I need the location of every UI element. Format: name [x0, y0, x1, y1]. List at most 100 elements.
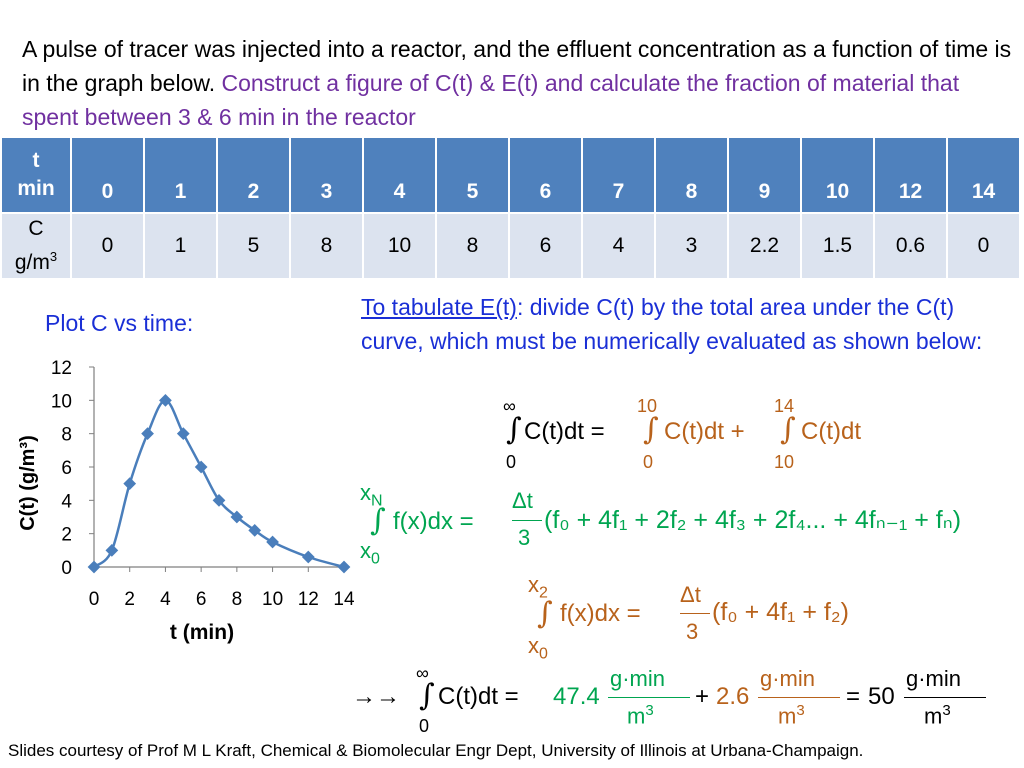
data-point	[212, 493, 226, 507]
equals-sign: =	[846, 683, 861, 710]
unit-numerator: g·min	[760, 666, 816, 691]
problem-task: Construct a figure of C(t) & E(t) and ca…	[22, 70, 960, 130]
limit-upper-infinity: ∞	[503, 396, 516, 416]
table-cell-c: 10	[364, 214, 435, 278]
limit-lower-x0: x0	[528, 633, 548, 663]
x-tick-label: 10	[262, 589, 283, 610]
table-cell-t: 12	[875, 138, 946, 212]
y-tick-label: 8	[61, 425, 72, 446]
table-cell-c: 3	[656, 214, 727, 278]
y-tick-label: 10	[51, 391, 72, 412]
table-cell-t: 2	[218, 138, 289, 212]
total-area-value: 50	[868, 683, 895, 710]
tabulate-text: : divide C(t) by the total area under th…	[361, 294, 983, 354]
table-cell-t: 10	[802, 138, 873, 212]
integral-sign-icon: ∫	[643, 412, 659, 447]
data-point	[337, 560, 351, 574]
data-point	[266, 535, 279, 549]
plot-label: Plot C vs time:	[45, 310, 194, 336]
data-point	[123, 477, 137, 491]
table-cell-t: 5	[437, 138, 508, 212]
problem-text: A pulse of tracer was injected into a re…	[22, 36, 1012, 96]
table-cell-t: 4	[364, 138, 435, 212]
data-point	[248, 523, 262, 537]
limit-upper-x2: x2	[528, 572, 548, 602]
eq1-rhs: C(t)dt	[801, 418, 861, 445]
limit-upper-fourteen: 14	[774, 396, 795, 416]
eq2-body: f(x)dx =	[393, 508, 474, 535]
table-cell-t: 6	[510, 138, 581, 212]
data-point	[87, 560, 101, 574]
table-cell-c: 5	[218, 214, 289, 278]
x-tick-label: 14	[333, 589, 355, 610]
fraction-bar	[512, 520, 542, 521]
eq2-fraction-num: Δt	[512, 488, 533, 513]
limit-lower-zero: 0	[419, 716, 430, 736]
y-tick-label: 4	[61, 491, 72, 512]
limit-upper-xN: xN	[360, 480, 383, 510]
limit-lower-ten: 10	[774, 452, 795, 472]
x-tick-label: 8	[232, 589, 243, 610]
integral-sign-icon: ∫	[506, 412, 522, 447]
data-point	[105, 543, 119, 557]
implies-arrow-icon: →→	[352, 683, 400, 710]
eq4-lhs: C(t)dt =	[438, 683, 519, 710]
fraction-bar	[608, 697, 690, 698]
y-tick-label: 0	[61, 558, 72, 579]
integral-sign-icon: ∫	[780, 412, 796, 447]
table-cell-t: 3	[291, 138, 362, 212]
table-cell-c: 1	[145, 214, 216, 278]
unit-denominator: m3	[627, 702, 654, 729]
table-cell-c: 0.6	[875, 214, 946, 278]
table-cell-c: 8	[437, 214, 508, 278]
limit-lower-zero: 0	[506, 452, 517, 472]
limit-lower-x0: x0	[360, 538, 380, 568]
unit-denominator: m3	[778, 702, 805, 729]
table-row-time: t min 0 1 2 3 4 5 6 7 8 9 10 12 14	[2, 138, 1019, 212]
table-cell-c: 1.5	[802, 214, 873, 278]
unit-denominator: m3	[924, 702, 951, 729]
area-part-two: 2.6	[716, 683, 750, 710]
table-cell-c: 0	[72, 214, 143, 278]
table-cell-t: 9	[729, 138, 800, 212]
unit-numerator: g·min	[610, 666, 666, 691]
data-point	[176, 427, 190, 441]
eq3-fraction-den: 3	[686, 619, 699, 644]
tabulate-heading: To tabulate E(t)	[361, 294, 517, 320]
data-point	[194, 460, 208, 474]
table-cell-c: 2.2	[729, 214, 800, 278]
eq2-fraction-den: 3	[518, 525, 531, 550]
data-point	[301, 550, 315, 564]
area-part-one: 47.4	[553, 683, 600, 710]
eq3-series: (f₀ + 4f₁ + f₂)	[712, 598, 849, 626]
integral-sign-icon: ∫	[370, 503, 386, 538]
table-cell-c: 6	[510, 214, 581, 278]
x-axis-label: t (min)	[170, 621, 234, 644]
unit-numerator: g·min	[906, 666, 962, 691]
limit-upper-infinity: ∞	[416, 663, 429, 683]
table-cell-c: 4	[583, 214, 654, 278]
y-tick-label: 2	[61, 525, 72, 546]
x-tick-label: 6	[196, 589, 207, 610]
y-axis-label: C(t) (g/m³)	[17, 435, 39, 531]
x-tick-label: 12	[298, 589, 319, 610]
fraction-bar	[758, 697, 840, 698]
eq1-lhs: C(t)dt =	[524, 418, 605, 445]
table-header-t: t min	[2, 138, 70, 212]
eq3-fraction-num: Δt	[680, 582, 701, 607]
eq3-body: f(x)dx =	[560, 600, 641, 627]
table-cell-t: 14	[948, 138, 1019, 212]
limit-lower-zero: 0	[643, 452, 654, 472]
table-cell-t: 8	[656, 138, 727, 212]
eq2-series: (f₀ + 4f₁ + 2f₂ + 4f₃ + 2f₄... + 4fₙ₋₁ +…	[544, 506, 962, 534]
eq1-mid: C(t)dt +	[664, 418, 745, 445]
integral-sign-icon: ∫	[419, 678, 435, 713]
x-tick-label: 0	[89, 589, 100, 610]
concentration-chart: 0 2 4 6 8 10 12 0 2 4 6 8 10 12 14 t (min) C(t) (g/m³)	[17, 358, 355, 644]
table-cell-c: 8	[291, 214, 362, 278]
table-cell-t: 1	[145, 138, 216, 212]
x-tick-label: 2	[124, 589, 135, 610]
limit-upper-ten: 10	[637, 396, 658, 416]
y-tick-label: 12	[51, 358, 72, 379]
